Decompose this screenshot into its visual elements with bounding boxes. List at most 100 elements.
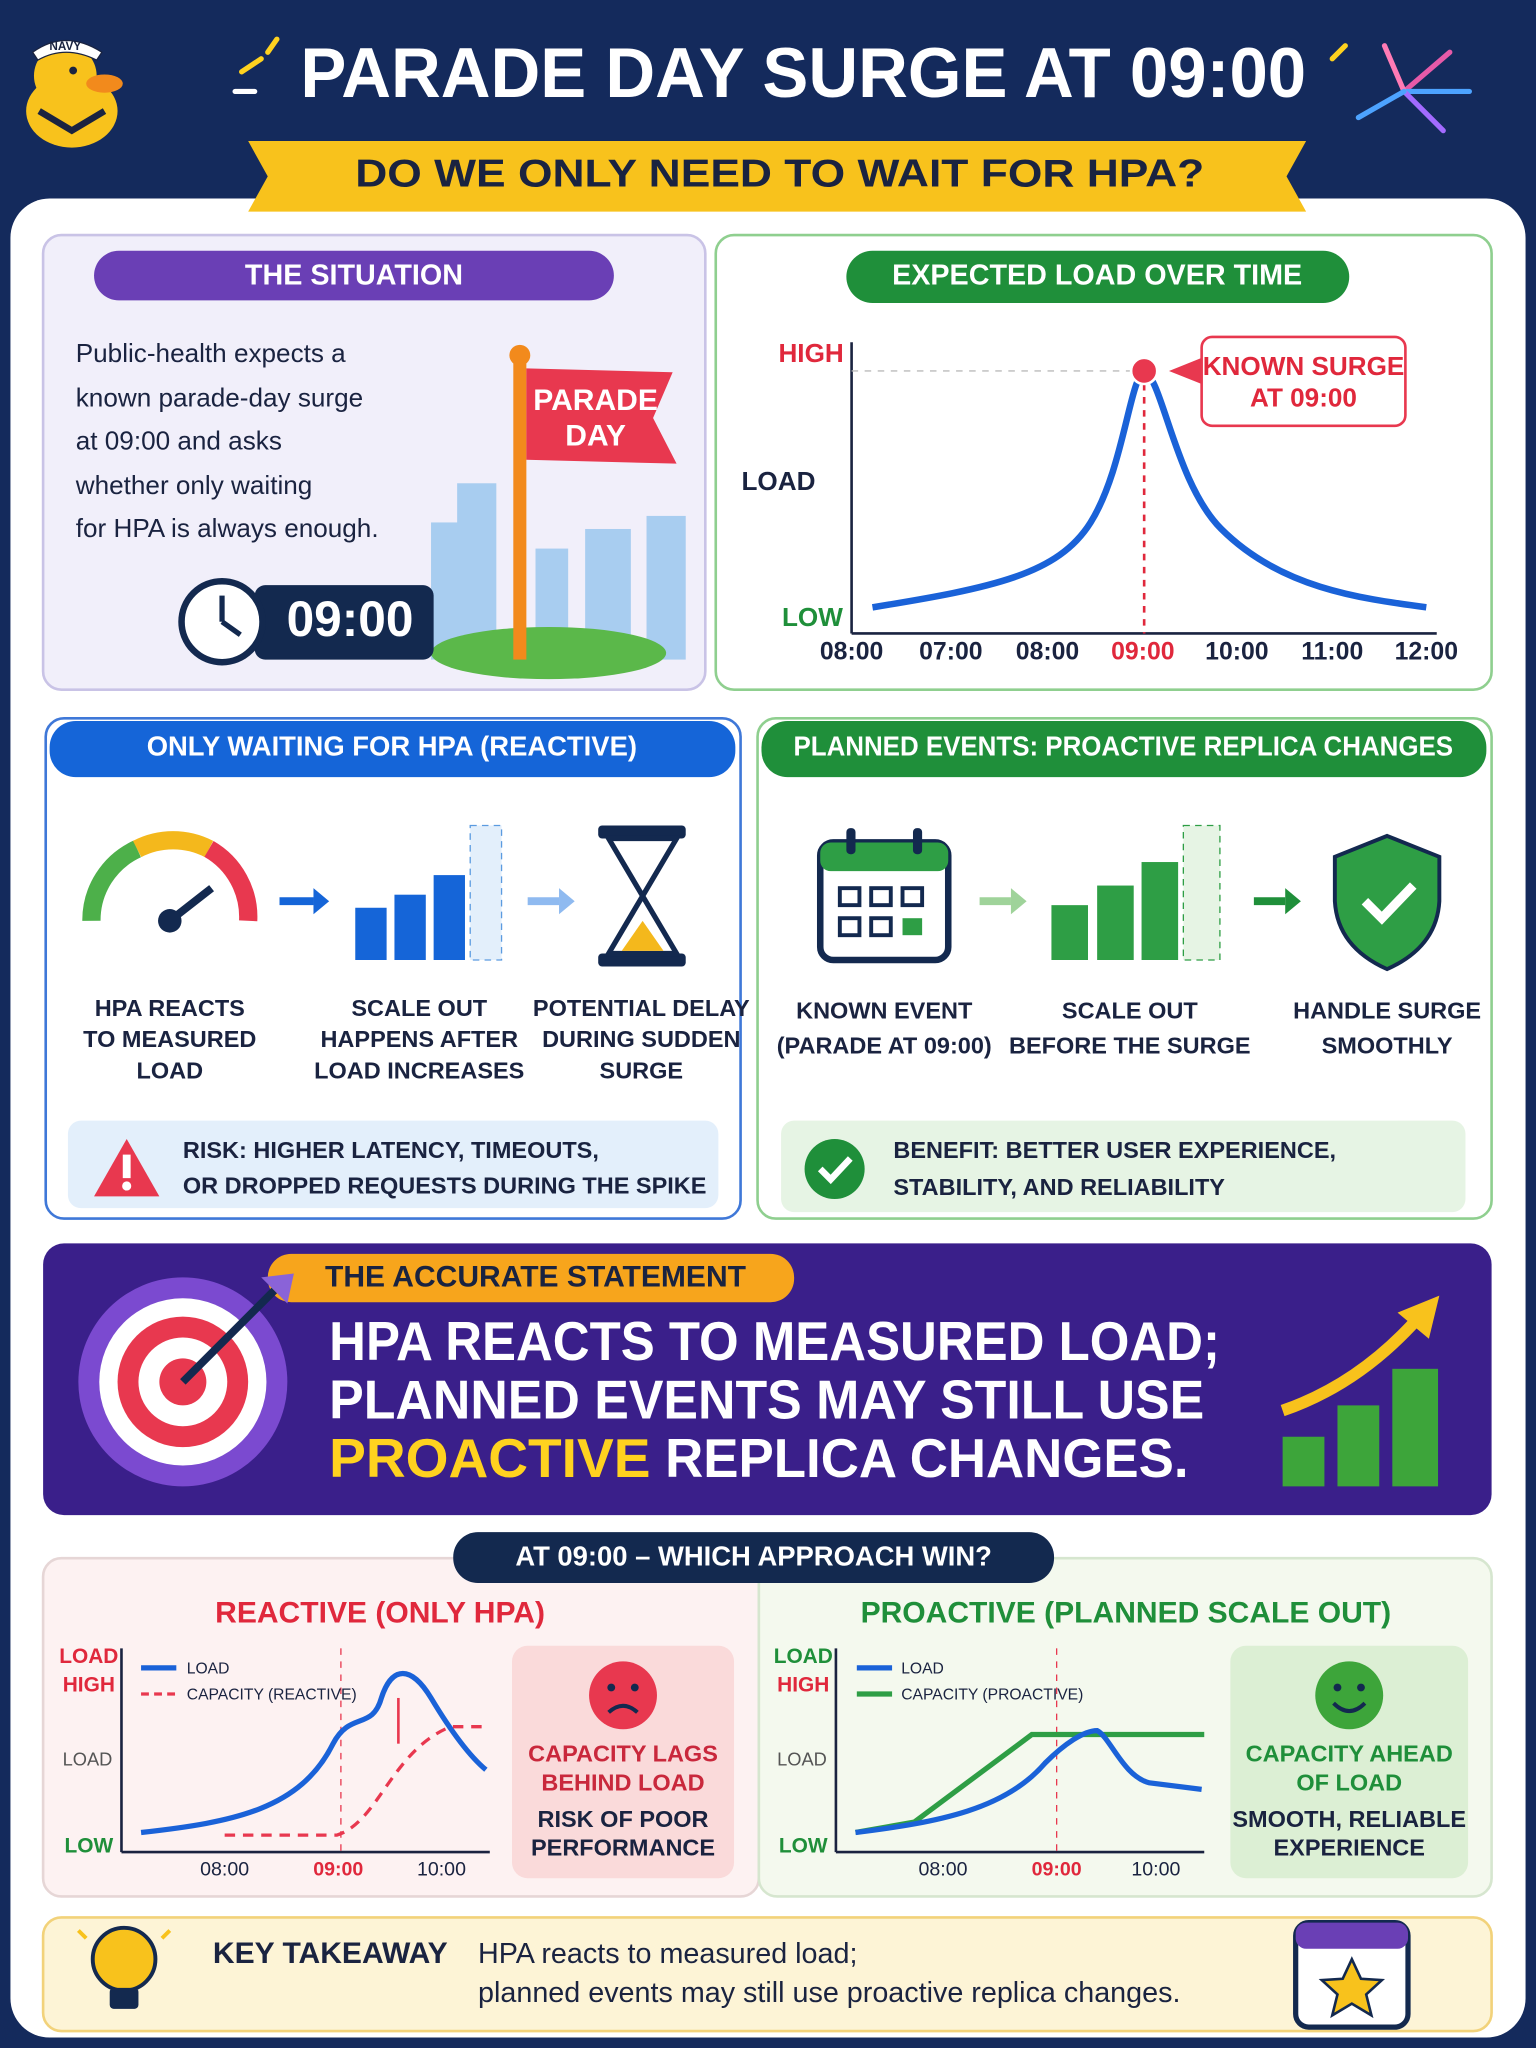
warning-icon	[94, 1138, 160, 1197]
statement-rest: REPLICA CHANGES.	[650, 1427, 1188, 1489]
bars-icon-part	[433, 875, 465, 960]
callout-pointer	[1168, 357, 1202, 384]
clock-icon	[178, 577, 266, 666]
x-label: 08:00	[200, 1859, 249, 1881]
calendar-icon	[816, 828, 952, 964]
fireworks-part	[239, 56, 264, 75]
heading-pill	[761, 720, 1487, 778]
heading-pill	[49, 720, 736, 778]
growth-icon-part	[1280, 1315, 1422, 1417]
x-label: 07:00	[919, 639, 982, 666]
flag-text: DAY	[565, 419, 626, 452]
sad-face	[589, 1661, 657, 1730]
arrow	[979, 888, 1027, 915]
x-label: 08:00	[820, 639, 883, 666]
gauge-icon-part	[132, 831, 214, 858]
risk-box	[67, 1120, 719, 1209]
benefit-text: STABILITY, AND RELIABILITY	[893, 1174, 1225, 1200]
takeaway-text: HPA reacts to measured load;	[478, 1938, 857, 1970]
skyline	[431, 483, 686, 680]
duck-mascot-part	[86, 74, 123, 93]
shield-icon-part	[1361, 882, 1417, 925]
x-label: 10:00	[417, 1859, 466, 1881]
x-label: 08:00	[1016, 639, 1079, 666]
bulb-icon-part	[160, 1929, 172, 1940]
body-text: whether only waiting	[75, 470, 313, 500]
bulb-icon-part	[90, 1925, 158, 1993]
title: PARADE DAY SURGE AT 09:00	[300, 33, 1306, 112]
load-curve	[855, 1727, 1202, 1836]
bars-icon-part	[1097, 885, 1134, 960]
step-label: BEFORE THE SURGE	[1009, 1033, 1251, 1059]
takeaway-panel	[41, 1916, 1493, 2033]
verdict: OF LOAD	[1296, 1769, 1402, 1795]
bars-icon	[1051, 824, 1221, 961]
hourglass-icon-part	[621, 920, 664, 951]
x-label: 09:00	[1032, 1859, 1082, 1881]
y-label: LOW	[782, 602, 843, 632]
happy-face-part	[1315, 1661, 1384, 1730]
growth-icon-part	[1337, 1405, 1380, 1487]
step-label: SMOOTHLY	[1322, 1033, 1453, 1059]
verdict: BEHIND LOAD	[541, 1769, 704, 1795]
flag-pole	[509, 344, 531, 366]
risk-text: RISK: HIGHER LATENCY, TIMEOUTS,	[183, 1137, 599, 1163]
verdict: CAPACITY LAGS	[528, 1741, 718, 1767]
gauge-icon-part	[204, 841, 258, 922]
body-text: at 09:00 and asks	[76, 426, 282, 456]
verdict-detail: RISK OF POOR	[537, 1806, 708, 1832]
step-label: HANDLE SURGE	[1293, 997, 1481, 1023]
duck-mascot-part	[33, 44, 97, 108]
highlight: PROACTIVE	[329, 1427, 650, 1489]
target-icon	[78, 1273, 294, 1487]
takeaway-heading: KEY TAKEAWAY	[213, 1937, 448, 1970]
step-label: SURGE	[600, 1058, 684, 1084]
happy-face-part	[1357, 1683, 1365, 1692]
calendar-icon-part	[837, 886, 925, 938]
heading-pill	[846, 250, 1350, 304]
capacity-curve	[224, 1725, 486, 1837]
calendar-icon-part-part	[869, 886, 893, 908]
calendar-star-icon	[1293, 1919, 1411, 2030]
legend-label: CAPACITY (REACTIVE)	[187, 1686, 357, 1703]
bars-icon-part	[394, 894, 426, 960]
flag-pole	[513, 355, 527, 660]
sad-face-part	[589, 1661, 657, 1730]
growth-icon-part	[1282, 1436, 1325, 1487]
shield-icon-part	[1332, 833, 1442, 972]
x-label: 12:00	[1395, 639, 1458, 666]
compare-title: PROACTIVE (PLANNED SCALE OUT)	[861, 1596, 1392, 1629]
bars-icon-part	[355, 907, 387, 960]
heading-pill	[94, 250, 614, 301]
reactive-panel	[44, 717, 742, 1220]
benefit-text: BENEFIT: BETTER USER EXPERIENCE,	[893, 1137, 1336, 1163]
heading: PLANNED EVENTS: PROACTIVE REPLICA CHANGE…	[793, 731, 1453, 762]
calendar-icon-part-part	[837, 916, 862, 938]
happy-face	[1315, 1661, 1384, 1730]
heading-pill	[453, 1532, 1055, 1584]
legend-label: LOAD	[187, 1660, 230, 1677]
risk-text: OR DROPPED REQUESTS DURING THE SPIKE	[183, 1172, 707, 1198]
bulb-icon-part	[109, 1987, 139, 2009]
time-box	[254, 585, 434, 660]
growth-icon	[1280, 1295, 1440, 1487]
step-label: HAPPENS AFTER	[320, 1026, 518, 1052]
flag-text: PARADE	[533, 384, 658, 417]
warning-icon-part	[122, 1154, 131, 1179]
gauge-icon-part	[158, 909, 182, 933]
subtitle-banner	[248, 141, 1307, 212]
growth-icon-part	[1397, 1295, 1440, 1339]
time: 09:00	[287, 591, 414, 647]
fireworks-part	[1381, 43, 1407, 95]
bulb-icon	[76, 1925, 172, 2009]
flag	[526, 368, 677, 464]
target-icon-part	[180, 1287, 278, 1385]
statement-text: HPA REACTS TO MEASURED LOAD;	[329, 1310, 1220, 1372]
y-label: HIGH	[778, 338, 843, 368]
callout: AT 09:00	[1250, 383, 1357, 413]
step-label: SCALE OUT	[1062, 997, 1198, 1023]
calendar-icon-part-part	[869, 916, 893, 938]
heading: ONLY WAITING FOR HPA (REACTIVE)	[147, 731, 637, 762]
step-label: SCALE OUT	[351, 995, 487, 1021]
